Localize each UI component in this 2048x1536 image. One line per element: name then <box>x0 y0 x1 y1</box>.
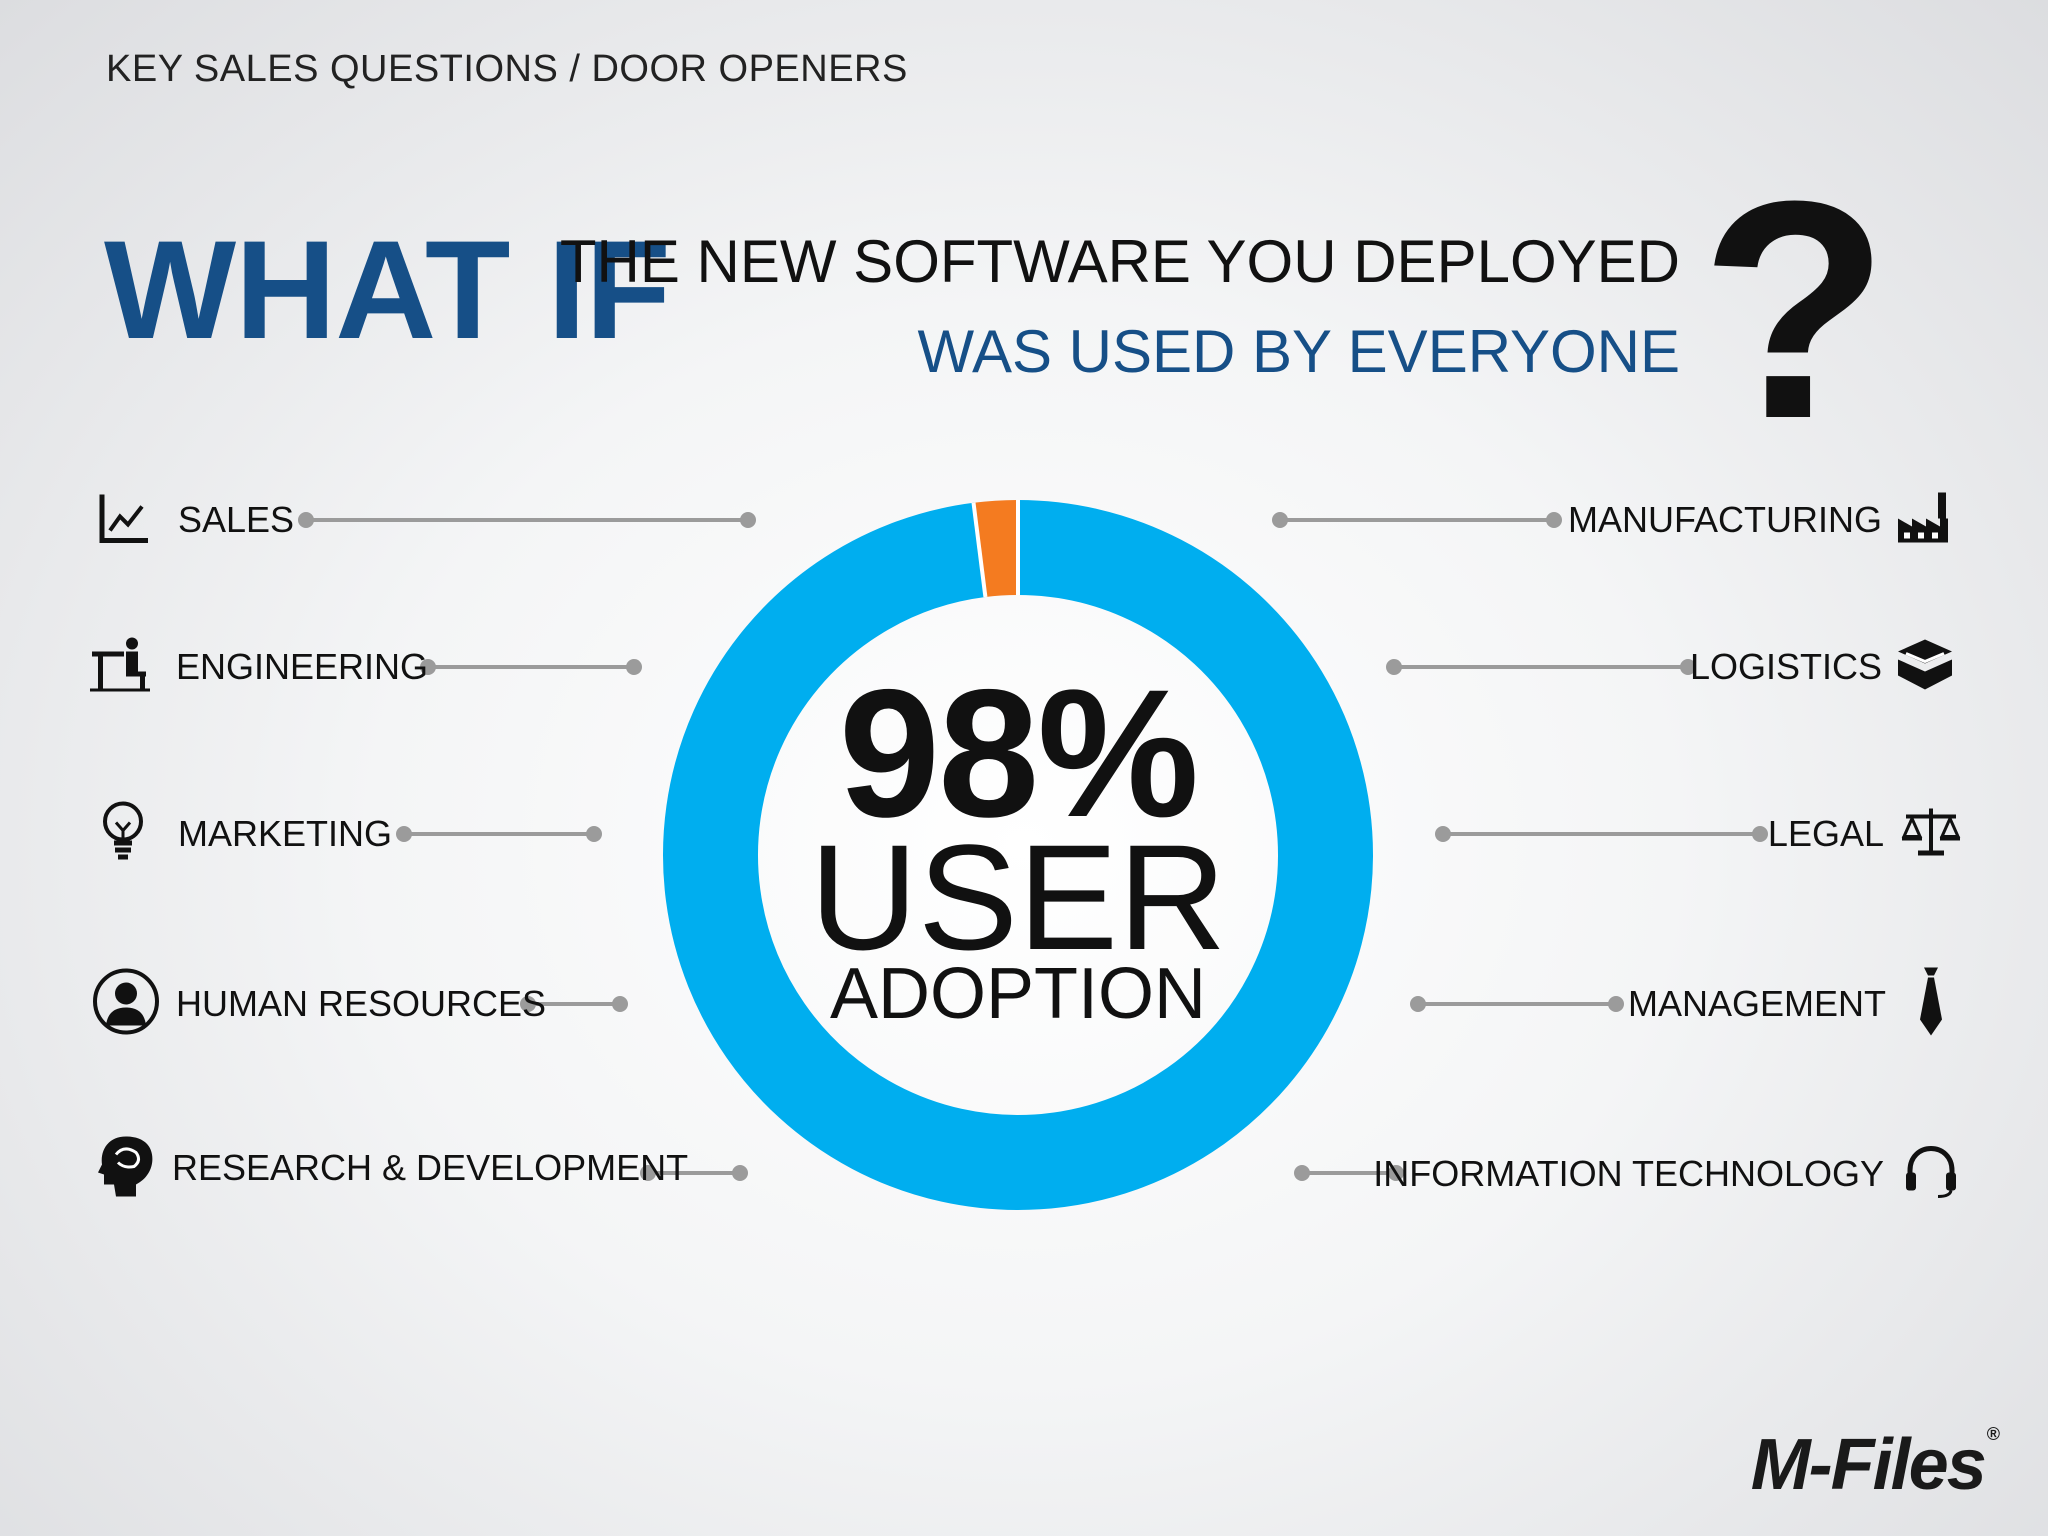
person-circle-icon <box>92 968 160 1041</box>
right-connector-3-dot-0 <box>1410 996 1426 1012</box>
dept-label-left-0: SALES <box>178 499 295 540</box>
dept-label-right-4: INFORMATION TECHNOLOGY <box>1373 1153 1884 1194</box>
lightbulb-icon <box>100 801 146 868</box>
left-connector-3-dot-1 <box>612 996 628 1012</box>
dept-label-right-1: LOGISTICS <box>1689 646 1882 687</box>
headline-line-1: THE NEW SOFTWARE YOU DEPLOYED <box>559 228 1680 295</box>
left-connector-2-dot-0 <box>396 826 412 842</box>
m-files-logo: M-Files ® <box>1750 1424 2000 1506</box>
factory-icon <box>1894 489 1952 552</box>
boxes-icon <box>1894 636 1956 699</box>
right-connector-2-dot-1 <box>1752 826 1768 842</box>
slice-separator-1 <box>971 502 988 598</box>
scales-icon <box>1900 805 1962 864</box>
engineer-desk-icon <box>88 636 154 699</box>
dept-label-left-2: MARKETING <box>178 813 393 854</box>
dept-label-left-1: ENGINEERING <box>176 646 429 687</box>
headset-icon <box>1902 1145 1960 1204</box>
right-connector-2-dot-0 <box>1435 826 1451 842</box>
eyebrow-title: KEY SALES QUESTIONS / DOOR OPENERS <box>106 48 908 90</box>
necktie-icon <box>1914 966 1948 1043</box>
right-connector-3-dot-1 <box>1608 996 1624 1012</box>
dept-label-right-0: MANUFACTURING <box>1568 499 1882 540</box>
left-connector-4-dot-1 <box>732 1165 748 1181</box>
donut-slice-1 <box>973 500 1019 598</box>
head-brain-icon <box>96 1133 156 1204</box>
donut-slice-0 <box>663 500 1373 1210</box>
right-connector-1-dot-1 <box>1680 659 1696 675</box>
left-connector-2-dot-1 <box>586 826 602 842</box>
right-connector-4-dot-1 <box>1388 1165 1404 1181</box>
dept-label-left-3: HUMAN RESOURCES <box>176 983 547 1024</box>
left-connector-4-dot-0 <box>640 1165 656 1181</box>
center-percentage: 98% <box>838 651 1199 855</box>
left-connector-0-dot-0 <box>298 512 314 528</box>
logo-registered-mark: ® <box>1986 1424 2000 1444</box>
right-connector-1-dot-0 <box>1386 659 1402 675</box>
left-connector-1-dot-1 <box>626 659 642 675</box>
question-mark: ? <box>1700 136 1890 483</box>
left-connector-0-dot-1 <box>740 512 756 528</box>
line-chart-icon <box>98 491 152 550</box>
headline-line-2: WAS USED BY EVERYONE <box>917 318 1680 385</box>
center-user-label: USER <box>809 813 1227 981</box>
what-if-heading: WHAT IF <box>104 211 671 368</box>
dept-label-right-2: LEGAL <box>1767 813 1884 854</box>
logo-text: M-Files <box>1750 1425 1987 1505</box>
right-connector-0-dot-1 <box>1546 512 1562 528</box>
right-connector-0-dot-0 <box>1272 512 1288 528</box>
right-connector-4-dot-0 <box>1294 1165 1310 1181</box>
dept-label-right-3: MANAGEMENT <box>1627 983 1886 1024</box>
left-connector-3-dot-0 <box>520 996 536 1012</box>
dept-label-left-4: RESEARCH & DEVELOPMENT <box>172 1147 689 1188</box>
center-adoption-label: ADOPTION <box>829 954 1207 1034</box>
left-connector-1-dot-0 <box>420 659 436 675</box>
